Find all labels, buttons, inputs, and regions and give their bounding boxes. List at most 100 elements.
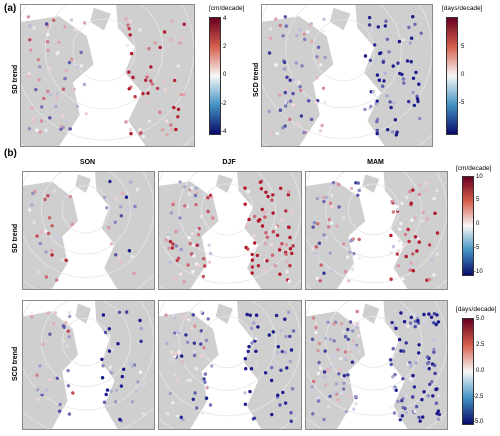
station-dot bbox=[397, 39, 402, 44]
station-dot bbox=[107, 334, 111, 339]
station-dot bbox=[252, 321, 256, 325]
station-dot bbox=[375, 131, 379, 136]
station-dot bbox=[329, 269, 333, 273]
station-dot bbox=[334, 382, 338, 386]
station-dot bbox=[393, 372, 397, 377]
station-dot bbox=[324, 195, 329, 200]
station-dot bbox=[432, 337, 436, 341]
station-dot bbox=[271, 330, 275, 334]
station-dot bbox=[416, 237, 420, 241]
station-dot bbox=[67, 322, 71, 327]
station-dot bbox=[348, 250, 352, 254]
station-dot bbox=[46, 89, 50, 94]
station-dot bbox=[142, 382, 146, 386]
station-dot bbox=[315, 76, 319, 80]
latitude-circle bbox=[262, 5, 432, 139]
latitude-circle bbox=[72, 18, 136, 82]
station-dot bbox=[44, 22, 49, 26]
station-dot bbox=[367, 23, 372, 27]
land-shape bbox=[306, 172, 447, 289]
station-dot bbox=[411, 76, 416, 81]
station-dot bbox=[48, 116, 52, 120]
station-dot bbox=[172, 105, 176, 110]
station-dot bbox=[69, 18, 74, 22]
station-dot bbox=[70, 222, 74, 226]
station-dot bbox=[310, 39, 314, 44]
station-dot bbox=[125, 310, 129, 314]
station-dot bbox=[55, 278, 59, 282]
station-dot bbox=[176, 228, 180, 232]
station-dot bbox=[292, 104, 296, 109]
station-dot bbox=[408, 41, 412, 45]
station-dot bbox=[412, 385, 417, 389]
station-dot bbox=[311, 412, 315, 416]
station-dot bbox=[263, 241, 267, 246]
station-dot bbox=[44, 128, 48, 132]
station-dot bbox=[332, 339, 336, 343]
station-dot bbox=[141, 134, 146, 139]
station-dot bbox=[278, 23, 282, 28]
station-dot bbox=[174, 351, 178, 355]
station-dot bbox=[426, 394, 430, 398]
station-dot bbox=[274, 225, 278, 229]
station-dot bbox=[252, 234, 256, 238]
station-dot bbox=[416, 99, 420, 104]
station-dot bbox=[159, 91, 163, 96]
station-dot bbox=[418, 116, 422, 121]
latitude-circle bbox=[23, 172, 154, 278]
station-dot bbox=[164, 238, 168, 242]
station-dot bbox=[52, 18, 56, 22]
station-dot bbox=[175, 379, 179, 383]
station-dot bbox=[354, 402, 358, 406]
station-dot bbox=[384, 19, 388, 23]
station-dot bbox=[318, 279, 322, 283]
station-dot bbox=[275, 233, 280, 237]
station-dot bbox=[254, 363, 258, 367]
station-dot bbox=[408, 189, 412, 194]
station-dot bbox=[316, 349, 320, 353]
station-dot bbox=[178, 272, 183, 276]
station-dot bbox=[411, 188, 415, 192]
station-dot bbox=[60, 258, 64, 262]
station-dot bbox=[131, 75, 135, 80]
station-dot bbox=[256, 325, 260, 329]
station-dot bbox=[391, 210, 396, 214]
station-dot bbox=[165, 133, 169, 137]
station-dot bbox=[342, 381, 346, 385]
station-dot bbox=[353, 321, 357, 326]
station-dot bbox=[341, 216, 346, 220]
station-dot bbox=[129, 131, 133, 136]
station-dot bbox=[263, 371, 268, 375]
station-dot bbox=[79, 64, 83, 68]
land-shape bbox=[23, 172, 154, 289]
station-dot bbox=[399, 349, 403, 353]
station-dot bbox=[395, 130, 399, 134]
season-title-mam: MAM bbox=[367, 159, 384, 166]
station-dot bbox=[168, 260, 172, 265]
map-b-scd-djf bbox=[158, 300, 302, 430]
station-dot bbox=[316, 45, 321, 49]
station-dot bbox=[435, 231, 440, 235]
station-dot bbox=[408, 268, 412, 272]
station-dot bbox=[119, 260, 124, 265]
station-dot bbox=[279, 329, 283, 333]
station-dot bbox=[290, 251, 294, 256]
station-dot bbox=[182, 22, 186, 26]
station-dot bbox=[173, 331, 177, 335]
station-dot bbox=[66, 384, 71, 388]
map-b-scd-mam-graphic bbox=[306, 301, 447, 429]
colorbar-a-sd-tick-3: -2 bbox=[221, 101, 227, 107]
station-dot bbox=[279, 368, 283, 372]
station-dot bbox=[322, 199, 326, 204]
station-dot bbox=[375, 119, 379, 124]
station-dot bbox=[344, 409, 349, 414]
station-dot bbox=[278, 272, 282, 276]
station-dot bbox=[326, 320, 330, 325]
station-dot bbox=[125, 43, 129, 48]
station-dot bbox=[204, 338, 209, 342]
station-dot bbox=[63, 118, 68, 122]
station-dot bbox=[55, 92, 60, 96]
colorbar-a-scd-title: [days/decade] bbox=[442, 5, 483, 12]
station-dot bbox=[394, 133, 398, 137]
colorbar-b-scd-tick-1: 2.5 bbox=[476, 342, 485, 348]
